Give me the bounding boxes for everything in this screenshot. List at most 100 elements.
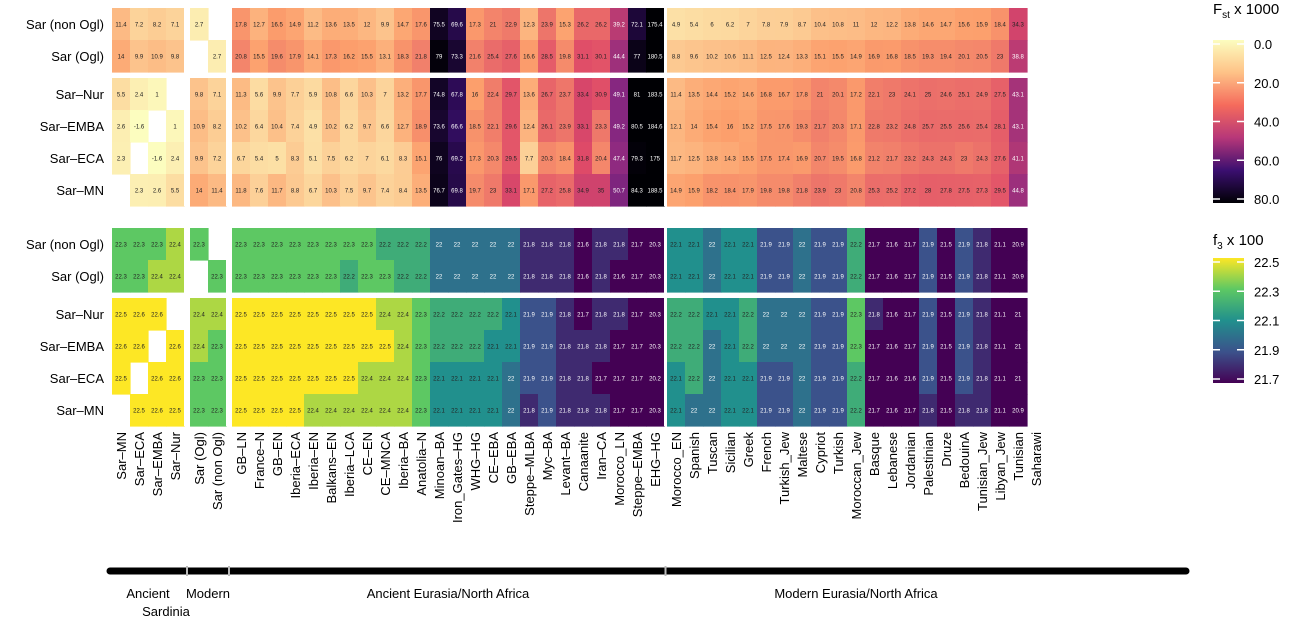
fst-cell	[520, 110, 539, 143]
f3-cell-value: 21.9	[541, 377, 553, 383]
f3-cell-value: 21.9	[958, 243, 970, 249]
f3-cell-value: 22.4	[193, 345, 205, 351]
fst-cell	[250, 40, 269, 73]
fst-cell-value: 14.9	[850, 55, 862, 61]
fst-cell-value: 50.7	[613, 189, 625, 195]
f3-cell	[376, 260, 395, 293]
column-label: Iran–CA	[594, 432, 609, 480]
f3-cell-value: 22.3	[850, 345, 862, 351]
f3-cell-value: 22.5	[271, 313, 283, 319]
fst-row-label: Sar–Nur	[56, 87, 105, 102]
f3-cell-value: 22.3	[151, 243, 163, 249]
f3-cell-value: 22.1	[451, 409, 463, 415]
fst-cell	[430, 40, 449, 73]
f3-cell	[1009, 260, 1028, 293]
f3-cell	[811, 394, 830, 427]
fst-cell	[502, 8, 521, 41]
f3-cell	[502, 362, 521, 395]
fst-cell	[358, 78, 377, 111]
f3-row-label: Sar (non Ogl)	[26, 237, 104, 252]
f3-cell-value: 22.1	[724, 409, 736, 415]
f3-cell	[556, 330, 575, 363]
fst-cell	[721, 40, 740, 73]
f3-cell	[268, 298, 287, 331]
f3-cell	[901, 260, 920, 293]
fst-cell-value: 10.3	[325, 189, 337, 195]
f3-cell-value: 22.1	[670, 243, 682, 249]
f3-cell	[901, 394, 920, 427]
f3-cell	[322, 260, 341, 293]
f3-cell-value: 22.3	[193, 243, 205, 249]
f3-cell	[286, 362, 305, 395]
f3-cell	[847, 260, 866, 293]
fst-cell-value: 180.5	[647, 55, 663, 61]
fst-cell	[412, 142, 431, 175]
f3-cell	[811, 260, 830, 293]
column-label: Tunisian_Jew	[975, 431, 990, 511]
fst-cell	[286, 78, 305, 111]
fst-cell-value: 14.6	[742, 93, 754, 99]
f3-cell	[610, 362, 629, 395]
fst-cell	[340, 110, 359, 143]
column-label: Druze	[939, 432, 954, 467]
fst-cell-value: 13.5	[688, 93, 700, 99]
fst-cell	[847, 40, 866, 73]
f3-cell	[667, 298, 686, 331]
f3-cell	[703, 228, 722, 261]
f3-cell-value: 22.1	[433, 409, 445, 415]
fst-cell-value: 16.5	[271, 23, 283, 29]
f3-cell-value: 21.9	[832, 377, 844, 383]
fst-cell	[232, 8, 251, 41]
fst-cell-value: 14	[118, 55, 125, 61]
f3-cell-value: 21.8	[523, 243, 535, 249]
fst-cell-value: 10.9	[151, 55, 163, 61]
f3-cell-value: 22.4	[397, 409, 409, 415]
f3-cell-value: 21.9	[832, 275, 844, 281]
f3-cell	[703, 260, 722, 293]
fst-cell	[358, 174, 377, 207]
fst-row-label: Sar–EMBA	[40, 119, 105, 134]
f3-cell-value: 22.3	[415, 409, 427, 415]
fst-cell-value: 12	[364, 23, 371, 29]
f3-cell	[646, 362, 665, 395]
f3-cell-value: 22.4	[307, 409, 319, 415]
fst-cell-value: 17.3	[325, 55, 337, 61]
f3-cell-value: 22.2	[742, 313, 754, 319]
fst-cell	[502, 78, 521, 111]
fst-cell-value: 23	[997, 55, 1004, 61]
f3-cell	[1009, 228, 1028, 261]
f3-cell	[484, 228, 503, 261]
fst-cell-value: 22.1	[868, 93, 880, 99]
f3-cell-value: 22.3	[289, 275, 301, 281]
f3-cell	[538, 394, 557, 427]
f3-cell	[484, 260, 503, 293]
fst-heatmap: Sar (non Ogl) 11.4 7.2 8.2 7.1 2.7 17.8 12.7 16.…	[26, 8, 1045, 207]
f3-cell-value: 22	[508, 377, 515, 383]
fst-cell	[448, 110, 467, 143]
fst-cell-value: 16.8	[850, 157, 862, 163]
fst-cell	[865, 40, 884, 73]
fst-cell	[466, 8, 485, 41]
f3-cell	[1009, 298, 1028, 331]
fst-cell	[646, 78, 665, 111]
f3-cell	[592, 362, 611, 395]
f3-cell-value: 22	[709, 243, 716, 249]
f3-cell	[130, 330, 149, 363]
f3-cell	[130, 298, 149, 331]
fst-cell	[430, 174, 449, 207]
fst-cell-value: 11	[853, 23, 860, 29]
f3-cell-value: 22.3	[343, 243, 355, 249]
column-label: Tunisian	[1011, 432, 1026, 481]
f3-cell	[394, 362, 413, 395]
fst-cell-value: 17.8	[796, 93, 808, 99]
f3-cell	[685, 260, 704, 293]
f3-cell-value: 22.6	[133, 345, 145, 351]
f3-cell	[793, 362, 812, 395]
fst-cell	[520, 142, 539, 175]
fst-cell	[829, 110, 848, 143]
fst-cell-value: 12.1	[670, 125, 682, 131]
fst-cell	[901, 40, 920, 73]
fst-cell	[703, 142, 722, 175]
fst-cell	[991, 78, 1010, 111]
fst-cell	[112, 142, 131, 175]
